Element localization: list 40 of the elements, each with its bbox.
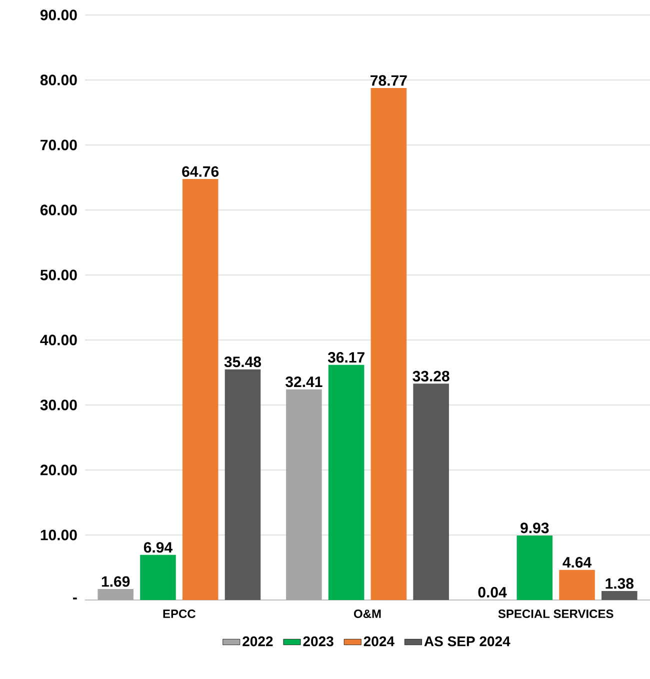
y-tick-label: 80.00 bbox=[40, 74, 77, 86]
data-label: 9.93 bbox=[520, 522, 549, 534]
data-label: 6.94 bbox=[144, 542, 172, 553]
y-tick-label: 90.00 bbox=[40, 10, 77, 20]
bar bbox=[182, 179, 218, 600]
data-label: 0.04 bbox=[478, 586, 507, 598]
bar bbox=[559, 570, 595, 600]
y-tick-label: 20.00 bbox=[40, 464, 77, 476]
y-tick-label: 30.00 bbox=[40, 400, 77, 410]
bar bbox=[224, 369, 261, 600]
bar bbox=[516, 535, 553, 600]
bar bbox=[98, 589, 134, 600]
y-tick-label: 50.00 bbox=[40, 270, 77, 280]
y-tick-label: 10.00 bbox=[40, 530, 77, 540]
data-label: 1.38 bbox=[606, 578, 634, 589]
bar bbox=[370, 88, 407, 600]
x-tick-label: EPCC bbox=[163, 610, 196, 618]
data-label: 35.48 bbox=[224, 356, 262, 368]
bar bbox=[413, 384, 449, 600]
bar bbox=[602, 591, 638, 600]
y-tick-label: 40.00 bbox=[40, 334, 77, 346]
data-label: 78.77 bbox=[370, 75, 407, 86]
legend-label: 2024 bbox=[364, 636, 394, 646]
y-tick-label: 70.00 bbox=[40, 140, 77, 150]
x-tick-label: O&M bbox=[354, 610, 381, 618]
y-tick-label: - bbox=[73, 598, 77, 600]
data-label: 64.76 bbox=[182, 166, 219, 177]
data-label: 33.28 bbox=[412, 370, 450, 382]
bar bbox=[140, 554, 176, 600]
legend-label: 2022 bbox=[242, 636, 273, 646]
legend-label: AS SEP 2024 bbox=[424, 636, 510, 646]
bar bbox=[328, 364, 364, 600]
data-label: 1.69 bbox=[102, 576, 130, 587]
x-tick-label: SPECIAL SERVICES bbox=[498, 610, 614, 618]
legend-label: 2023 bbox=[303, 636, 334, 646]
y-tick-label: 60.00 bbox=[40, 204, 77, 216]
data-label: 36.17 bbox=[328, 352, 364, 363]
bar bbox=[286, 389, 322, 600]
data-label: 32.41 bbox=[286, 376, 322, 388]
data-label: 4.64 bbox=[562, 557, 592, 568]
